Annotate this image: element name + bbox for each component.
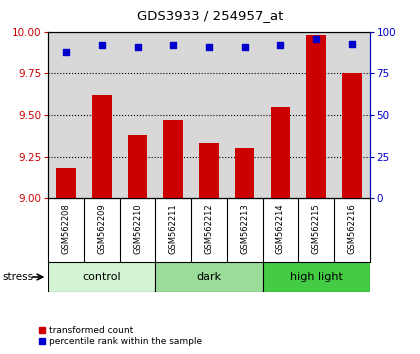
Text: GSM562209: GSM562209 (97, 203, 106, 254)
Point (134, 44, 141, 50)
Text: high light: high light (290, 272, 342, 282)
Text: control: control (83, 272, 121, 282)
Bar (56, 168, 76, 198)
Text: GDS3933 / 254957_at: GDS3933 / 254957_at (137, 9, 283, 22)
Bar (270, 107, 290, 198)
Point (241, 44, 248, 50)
Text: GSM562212: GSM562212 (205, 203, 213, 254)
Bar (262, 262, 370, 292)
Bar (199, 143, 219, 198)
Bar (163, 120, 183, 198)
Point (206, 44, 212, 50)
Legend: transformed count, percentile rank within the sample: transformed count, percentile rank withi… (38, 326, 202, 346)
Bar (48, 262, 155, 292)
Bar (155, 262, 262, 292)
Bar (235, 148, 255, 198)
Point (277, 42, 284, 48)
Point (63, 49, 70, 55)
Text: GSM562210: GSM562210 (133, 203, 142, 254)
Bar (306, 35, 326, 198)
Text: GSM562208: GSM562208 (62, 203, 71, 254)
Point (312, 36, 319, 41)
Text: GSM562213: GSM562213 (240, 203, 249, 254)
Bar (128, 135, 147, 198)
Text: GSM562216: GSM562216 (347, 203, 356, 254)
Text: GSM562214: GSM562214 (276, 203, 285, 254)
Point (170, 42, 177, 48)
Point (349, 41, 355, 46)
Text: dark: dark (197, 272, 221, 282)
Bar (92, 95, 112, 198)
Text: GSM562211: GSM562211 (169, 203, 178, 254)
Bar (342, 74, 362, 198)
Point (98, 42, 105, 48)
Text: GSM562215: GSM562215 (312, 203, 320, 254)
Text: stress: stress (2, 272, 33, 282)
